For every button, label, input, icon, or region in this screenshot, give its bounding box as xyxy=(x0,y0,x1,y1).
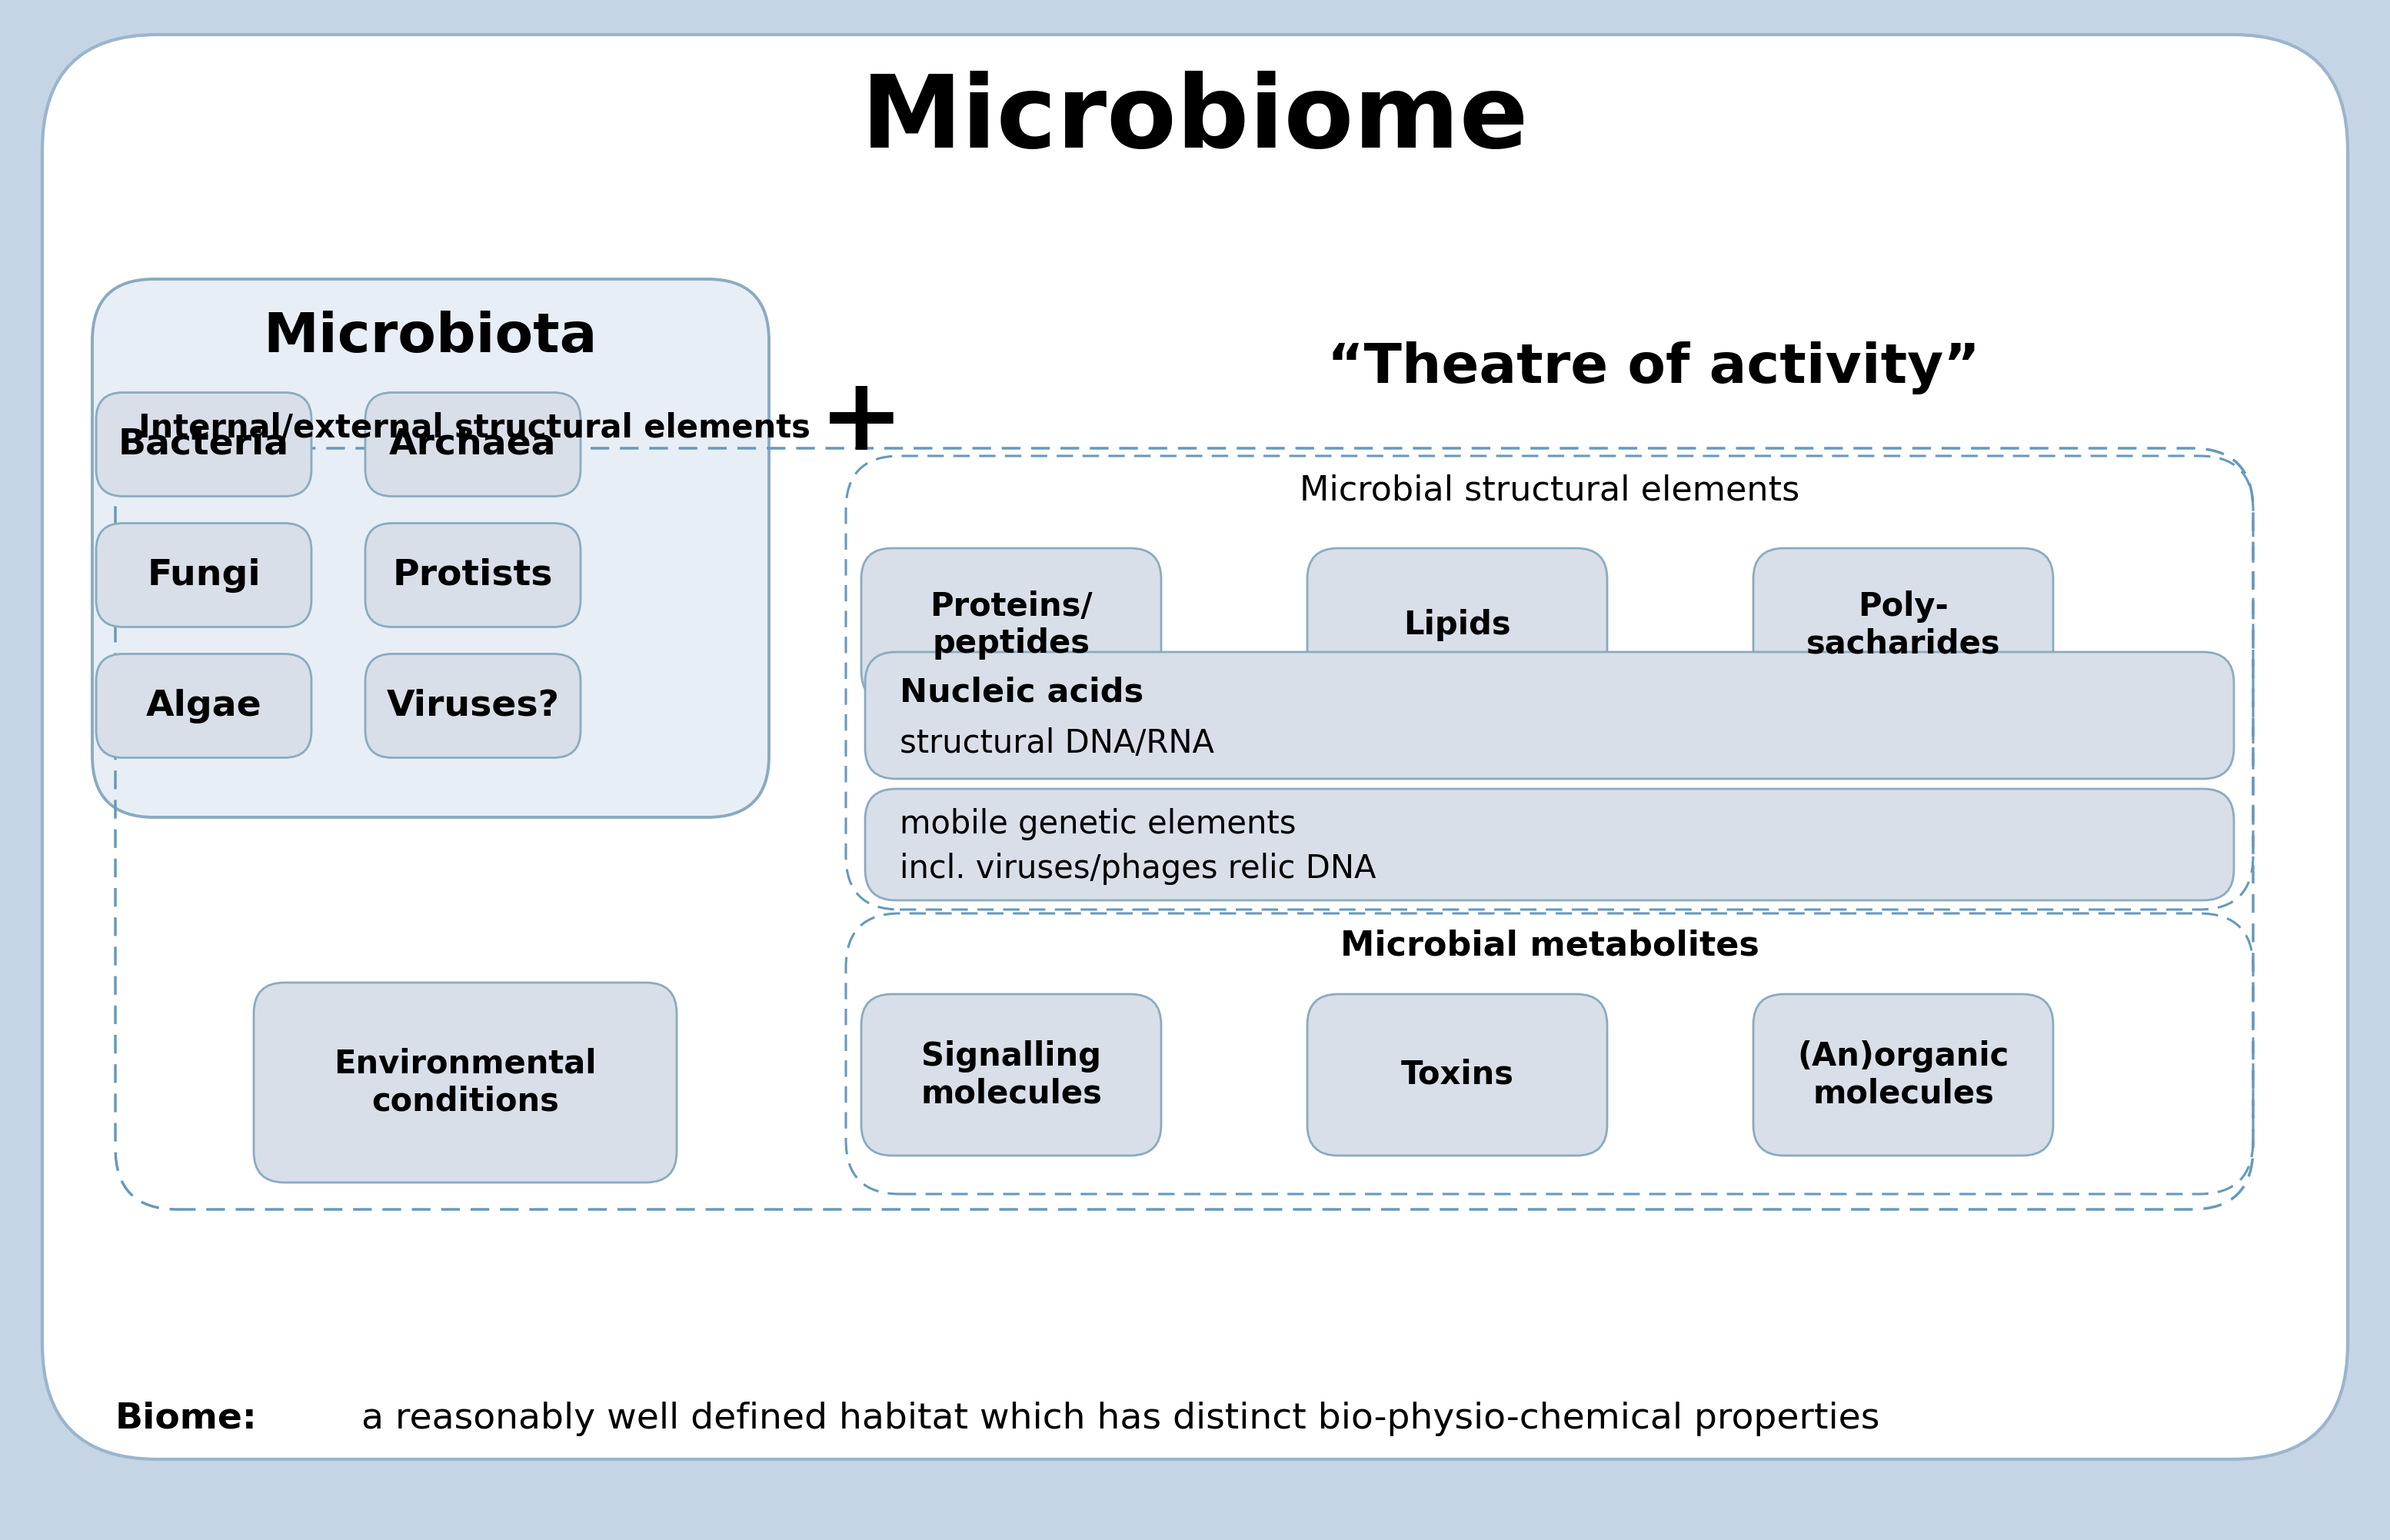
Text: Poly-
sacharides: Poly- sacharides xyxy=(1807,590,2000,661)
FancyBboxPatch shape xyxy=(253,983,676,1183)
FancyBboxPatch shape xyxy=(865,788,2235,901)
Text: Biome:: Biome: xyxy=(115,1401,258,1435)
FancyBboxPatch shape xyxy=(96,654,311,758)
FancyBboxPatch shape xyxy=(96,393,311,496)
Text: Proteins/
peptides: Proteins/ peptides xyxy=(930,590,1092,661)
FancyBboxPatch shape xyxy=(860,995,1162,1155)
Text: mobile genetic elements: mobile genetic elements xyxy=(899,808,1295,841)
FancyBboxPatch shape xyxy=(366,524,581,627)
FancyBboxPatch shape xyxy=(96,524,311,627)
Text: Protists: Protists xyxy=(392,557,552,593)
FancyBboxPatch shape xyxy=(366,654,581,758)
FancyBboxPatch shape xyxy=(1307,995,1606,1155)
Text: Nucleic acids: Nucleic acids xyxy=(899,676,1142,708)
FancyBboxPatch shape xyxy=(865,651,2235,779)
Text: Archaea: Archaea xyxy=(390,427,557,462)
Text: incl. viruses/phages relic DNA: incl. viruses/phages relic DNA xyxy=(899,853,1377,885)
FancyBboxPatch shape xyxy=(366,393,581,496)
Text: (An)organic
molecules: (An)organic molecules xyxy=(1797,1040,2010,1110)
FancyBboxPatch shape xyxy=(1307,548,1606,702)
Text: Toxins: Toxins xyxy=(1401,1058,1513,1090)
Text: Environmental
conditions: Environmental conditions xyxy=(335,1047,598,1118)
FancyBboxPatch shape xyxy=(1754,548,2053,702)
Text: Bacteria: Bacteria xyxy=(120,427,289,462)
Text: Microbial metabolites: Microbial metabolites xyxy=(1341,929,1759,962)
Text: Signalling
molecules: Signalling molecules xyxy=(920,1040,1102,1110)
Text: structural DNA/RNA: structural DNA/RNA xyxy=(899,727,1214,759)
Text: Microbial structural elements: Microbial structural elements xyxy=(1300,474,1800,507)
FancyBboxPatch shape xyxy=(93,279,770,818)
Text: Internal/external structural elements: Internal/external structural elements xyxy=(139,413,810,445)
Text: Lipids: Lipids xyxy=(1403,608,1510,641)
Text: a reasonably well defined habitat which has distinct bio-physio-chemical propert: a reasonably well defined habitat which … xyxy=(349,1401,1879,1435)
FancyBboxPatch shape xyxy=(43,34,2347,1460)
Text: Viruses?: Viruses? xyxy=(387,688,559,724)
Text: “Theatre of activity”: “Theatre of activity” xyxy=(1326,340,1979,394)
FancyBboxPatch shape xyxy=(1754,995,2053,1155)
Text: Microbiota: Microbiota xyxy=(263,310,598,363)
FancyBboxPatch shape xyxy=(860,548,1162,702)
Text: Fungi: Fungi xyxy=(148,557,261,593)
Text: Microbiome: Microbiome xyxy=(860,71,1530,168)
Text: Algae: Algae xyxy=(146,688,261,724)
Text: +: + xyxy=(820,373,903,470)
